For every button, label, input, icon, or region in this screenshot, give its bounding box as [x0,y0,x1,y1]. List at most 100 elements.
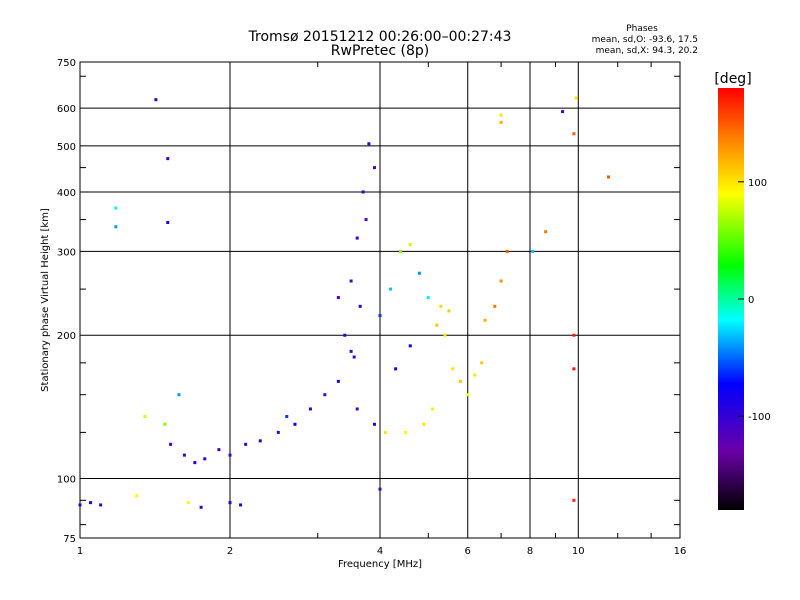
data-point [336,296,340,300]
phases-heading: Phases [626,24,658,34]
data-point [154,98,158,102]
data-point [574,96,578,100]
data-point [378,314,382,318]
y-tick-label: 500 [57,142,76,153]
chart-subtitle: RwPretec (8p) [331,43,429,59]
colorbar-label: [deg] [714,71,751,87]
x-tick-label: 2 [227,546,233,557]
phases-x-line: mean, sd,X: 94.3, 20.2 [596,46,698,56]
data-point [408,243,412,247]
data-point [435,323,439,327]
x-tick-label: 4 [377,546,383,557]
x-axis-ticks: 1 2 4 6 8 10 16 [77,62,686,557]
data-point [403,430,407,434]
data-point [364,218,368,222]
data-point [544,230,548,234]
data-point [199,505,203,509]
x-tick-label: 8 [527,546,533,557]
data-point [389,287,393,291]
data-point [443,333,447,337]
data-point [367,142,371,146]
data-point [499,120,503,124]
colorbar-tick-label: 0 [748,295,754,306]
y-axis-label: Stationary phase Virtual Height [km] [40,208,51,392]
data-point [285,414,289,418]
data-point [323,393,327,397]
y-tick-label: 300 [57,247,76,258]
data-point [408,344,412,348]
data-point [169,442,173,446]
data-point [99,503,103,507]
data-point [343,333,347,337]
data-point [203,457,207,461]
data-point [383,430,387,434]
data-point [163,422,167,426]
data-point [417,271,421,275]
data-point [293,422,297,426]
data-point [451,367,455,371]
data-point [466,393,470,397]
data-point [426,296,430,300]
data-point [572,132,576,136]
data-point [182,453,186,457]
data-point [355,236,359,240]
data-point [480,361,484,365]
x-tick-label: 1 [77,546,83,557]
data-point [422,422,426,426]
data-point [78,503,82,507]
data-point [355,407,359,411]
data-point [505,249,509,253]
data-point [349,279,353,283]
y-tick-label: 600 [57,104,76,115]
y-tick-label: 200 [57,331,76,342]
data-point [607,175,611,179]
data-point [193,461,197,465]
y-tick-label: 400 [57,188,76,199]
data-point [394,367,398,371]
x-axis-label: Frequency [MHz] [338,559,422,570]
data-point [349,349,353,353]
x-tick-label: 6 [465,546,471,557]
y-axis-ticks: 75 100 200 300 400 500 600 750 [57,58,680,545]
data-point [228,501,232,505]
data-point [114,225,118,229]
phases-o-line: mean, sd,O: -93.6, 17.5 [592,35,698,45]
data-point [439,304,443,308]
data-point [217,448,221,452]
y-tick-label: 750 [57,58,76,69]
data-point [431,407,435,411]
y-tick-label: 100 [57,475,76,486]
data-point [186,501,190,505]
data-point [473,373,477,377]
data-point [143,414,147,418]
data-point [499,113,503,117]
x-tick-label: 10 [572,546,585,557]
data-point [239,503,243,507]
data-point [352,355,356,359]
data-point [458,379,462,383]
data-point [499,279,503,283]
data-point [531,249,535,253]
colorbar-tick-label: -100 [748,412,771,423]
data-point [89,501,93,505]
data-point [166,221,170,225]
data-point [572,498,576,502]
data-point [336,379,340,383]
data-points [78,96,611,509]
data-point [228,453,232,457]
data-point [572,333,576,337]
data-point [561,110,565,114]
data-point [135,494,139,498]
colorbar-ticks: 100 0 -100 [738,178,771,423]
data-point [258,439,262,443]
grid-lines [80,62,680,538]
data-point [361,190,365,194]
data-point [358,304,362,308]
y-tick-label: 75 [63,534,76,545]
colorbar-tick-label: 100 [748,178,767,189]
data-point [177,393,181,397]
data-point [373,422,377,426]
data-point [308,407,312,411]
data-point [166,157,170,161]
chart-title: Tromsø 20151212 00:26:00–00:27:43 [248,29,512,45]
